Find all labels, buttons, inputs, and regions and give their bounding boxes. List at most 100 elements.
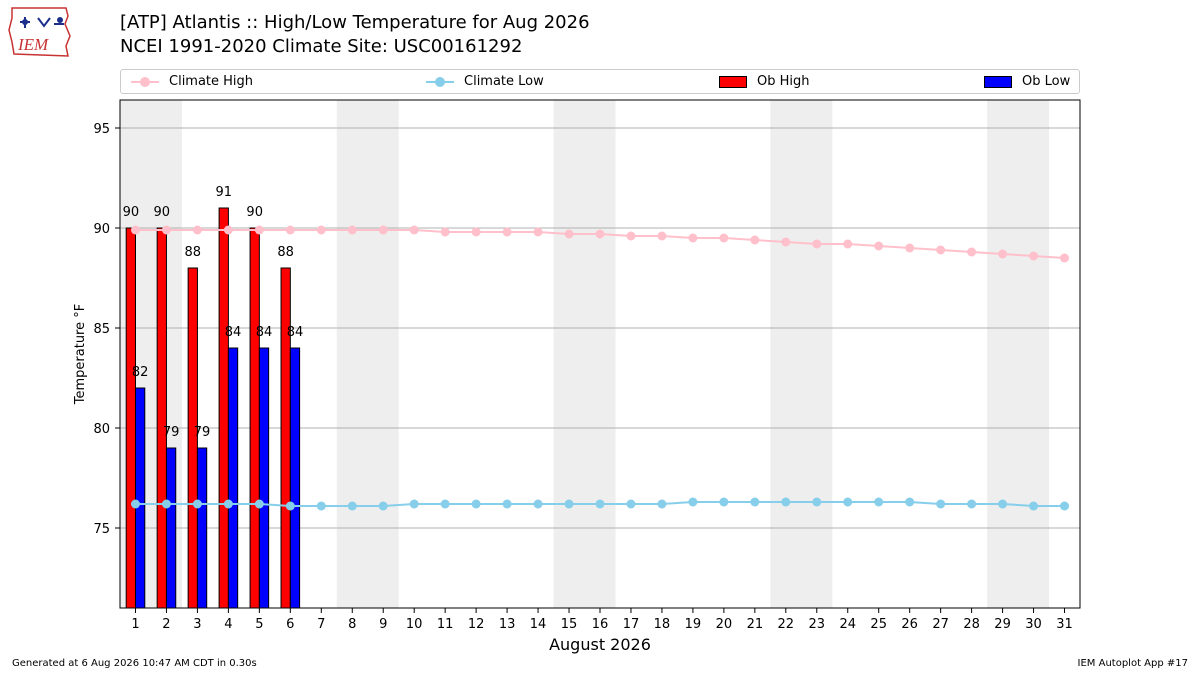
y-tick-label: 90 [93,222,110,237]
climate-high-point [347,225,357,235]
x-tick-label: 15 [561,617,578,632]
x-tick-label: 24 [839,617,856,632]
ob-low-bar [227,347,239,609]
iem-logo: IEM [8,7,71,57]
legend-label-climate-low: Climate Low [464,74,544,89]
ob-high-value-label: 91 [215,185,232,200]
weekend-band [553,100,616,608]
climate-low-point [595,499,605,509]
x-tick-label: 18 [654,617,671,632]
weekend-band [770,100,833,608]
climate-low-point [161,499,171,509]
climate-high-point [440,227,450,237]
x-tick-label: 16 [592,617,609,632]
ob-high-bar [249,227,260,609]
climate-low-point [409,499,419,509]
climate-high-point [1060,253,1070,263]
x-tick-label: 13 [499,617,516,632]
x-tick-label: 12 [468,617,485,632]
climate-high-point [1029,251,1039,261]
climate-high-point [874,241,884,251]
y-axis-label: Temperature °F [73,304,88,405]
climate-low-point [1029,501,1039,511]
climate-high-point [502,227,512,237]
climate-high-point [285,225,295,235]
ob-low-value-label: 84 [287,325,304,340]
ob-low-bar [289,347,301,609]
x-axis-label: August 2026 [549,635,651,654]
climate-low-point [1060,501,1070,511]
climate-low-point [254,499,264,509]
climate-low-point [347,501,357,511]
y-tick-label: 85 [93,322,110,337]
legend-label-ob-high: Ob High [757,74,810,89]
x-tick-label: 9 [379,617,387,632]
climate-high-point [161,225,171,235]
x-tick-label: 20 [716,617,733,632]
climate-high-point [998,249,1008,259]
climate-high-point [905,243,915,253]
ob-high-value-label: 88 [277,245,294,260]
ob-high-bar [218,207,229,609]
ob-low-swatch-icon [984,75,1012,88]
ob-low-bar [134,387,146,609]
climate-low-point [564,499,574,509]
legend-item-ob-low: Ob Low [984,70,1070,93]
x-tick-label: 19 [685,617,702,632]
climate-low-point [285,501,295,511]
ob-low-bar [165,447,177,609]
weekend-band [987,100,1050,608]
climate-high-point [626,231,636,241]
chart-title: [ATP] Atlantis :: High/Low Temperature f… [120,12,590,33]
x-tick-label: 25 [870,617,887,632]
climate-low-point [316,501,326,511]
x-tick-label: 4 [224,617,232,632]
climate-low-point [936,499,946,509]
climate-high-point [533,227,543,237]
ob-high-value-label: 90 [154,205,171,220]
y-tick-label: 75 [93,522,110,537]
climate-high-point [843,239,853,249]
ob-high-value-label: 88 [185,245,202,260]
climate-low-point [812,497,822,507]
x-tick-label: 22 [778,617,795,632]
ob-high-swatch-icon [719,75,747,88]
climate-high-point [595,229,605,239]
legend-item-ob-high: Ob High [719,70,810,93]
ob-high-bar [125,227,136,609]
climate-high-point [316,225,326,235]
x-tick-label: 21 [747,617,764,632]
logo-text: IEM [17,35,49,54]
x-tick-label: 11 [437,617,454,632]
climate-low-point [998,499,1008,509]
x-tick-label: 6 [286,617,294,632]
legend-item-climate-low: Climate Low [426,70,544,93]
climate-low-point [192,499,202,509]
x-tick-label: 23 [809,617,826,632]
legend-label-ob-low: Ob Low [1022,74,1071,89]
x-tick-label: 17 [623,617,640,632]
chart-subtitle: NCEI 1991-2020 Climate Site: USC00161292 [120,36,523,57]
climate-low-point [223,499,233,509]
ob-high-bar [156,227,167,609]
legend-label-climate-high: Climate High [169,74,254,89]
ob-low-bar [196,447,208,609]
x-tick-label: 5 [255,617,263,632]
ob-high-bar [280,267,291,609]
x-tick-label: 26 [901,617,918,632]
climate-high-point [936,245,946,255]
x-tick-label: 2 [162,617,170,632]
climate-low-point [440,499,450,509]
climate-low-swatch-icon [426,76,454,87]
x-tick-label: 30 [1025,617,1042,632]
climate-high-swatch-icon [131,76,159,87]
x-tick-label: 10 [406,617,423,632]
app-credit: IEM Autoplot App #17 [1077,658,1188,669]
climate-low-point [378,501,388,511]
climate-low-point [657,499,667,509]
climate-low-point [905,497,915,507]
climate-high-point [967,247,977,257]
climate-low-point [533,499,543,509]
climate-high-point [378,225,388,235]
x-tick-label: 8 [348,617,356,632]
